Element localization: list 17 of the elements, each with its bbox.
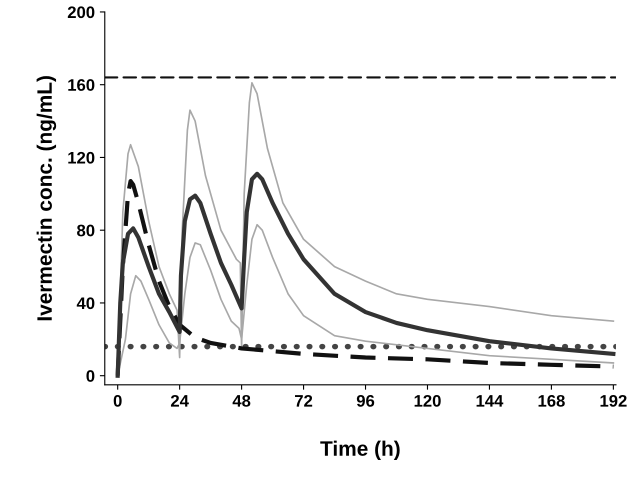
x-tick-label: 96: [356, 394, 374, 407]
x-tick-label: 168: [538, 394, 565, 407]
x-tick-label: 0: [114, 394, 122, 407]
x-tick-label: 144: [476, 395, 504, 407]
x-tick-label: 48: [232, 394, 250, 407]
x-tick-label: 72: [295, 394, 312, 407]
x-tick-label: 24: [170, 394, 189, 407]
y-tick-label: 120: [68, 152, 94, 164]
y-axis-title: Ivermectin conc. (ng/mL): [36, 76, 56, 320]
y-tick-label: 200: [68, 6, 94, 18]
x-axis-title: Time (h): [320, 440, 400, 460]
y-tick-label: 0: [86, 370, 94, 382]
x-tick-label: 120: [414, 394, 441, 407]
y-tick-label: 80: [77, 224, 94, 236]
x-tick-label: 192: [600, 394, 627, 407]
y-tick-label: 40: [76, 297, 94, 310]
y-tick-label: 160: [68, 79, 94, 91]
